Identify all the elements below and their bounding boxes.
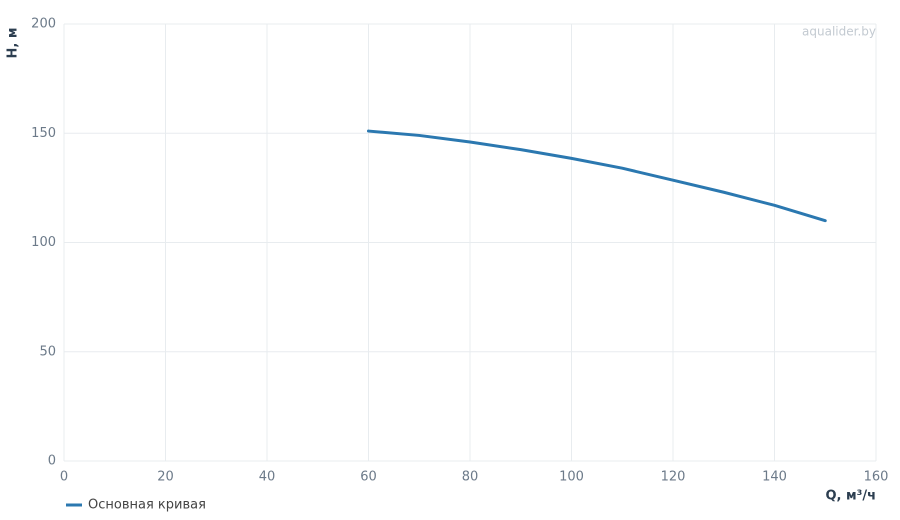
legend-label: Основная кривая	[88, 498, 206, 513]
x-tick-label: 60	[360, 470, 377, 485]
y-tick-label: 0	[48, 454, 56, 469]
watermark: aqualider.by	[802, 25, 876, 39]
y-tick-label: 100	[31, 235, 56, 250]
x-axis-title: Q, м³/ч	[825, 489, 876, 504]
x-tick-label: 20	[157, 470, 174, 485]
y-tick-label: 150	[31, 126, 56, 141]
x-tick-label: 100	[559, 470, 584, 485]
series-line	[367, 129, 827, 223]
y-tick-label: 50	[39, 344, 56, 359]
x-tick-label: 80	[462, 470, 479, 485]
x-tick-label: 120	[661, 470, 686, 485]
x-tick-label: 40	[259, 470, 276, 485]
x-tick-label: 140	[762, 470, 787, 485]
x-tick-label: 160	[864, 470, 889, 485]
y-axis-title: H, м	[6, 28, 21, 59]
x-tick-label: 0	[60, 470, 68, 485]
y-tick-label: 200	[31, 17, 56, 32]
